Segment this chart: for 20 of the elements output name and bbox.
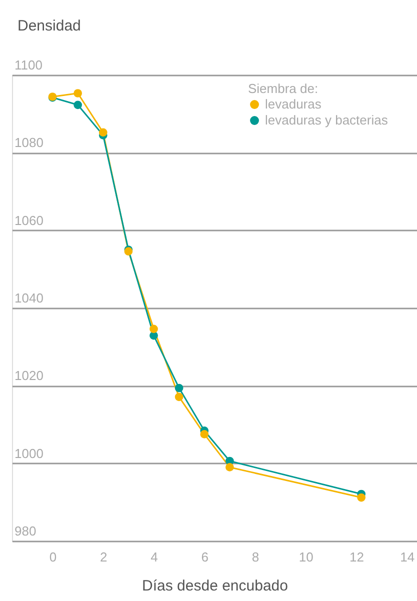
- x-tick-label: 0: [49, 550, 57, 564]
- x-axis-title: Días desde encubado: [142, 578, 288, 594]
- y-tick-label: 980: [14, 524, 36, 538]
- y-tick-label: 1020: [14, 368, 44, 384]
- y-tick-label: 1080: [14, 135, 44, 150]
- x-tick-label: 6: [201, 550, 208, 564]
- x-tick-label: 4: [150, 550, 158, 564]
- legend-label: levaduras y bacterias: [265, 112, 388, 128]
- x-tick-label: 12: [350, 550, 364, 564]
- x-tick-label: 2: [100, 550, 108, 564]
- y-axis-title: Densidad: [18, 18, 81, 34]
- y-tick-label: 1060: [14, 212, 44, 228]
- x-tick-label: 10: [298, 550, 314, 564]
- y-tick-label: 1000: [14, 446, 44, 461]
- legend-title: Siembra de:: [248, 81, 318, 96]
- y-tick-label: 1040: [14, 290, 44, 306]
- legend-label: levaduras: [265, 96, 322, 112]
- x-tick-label: 8: [252, 550, 260, 564]
- y-tick-label: 1100: [14, 58, 42, 72]
- x-tick-label: 14: [400, 550, 415, 564]
